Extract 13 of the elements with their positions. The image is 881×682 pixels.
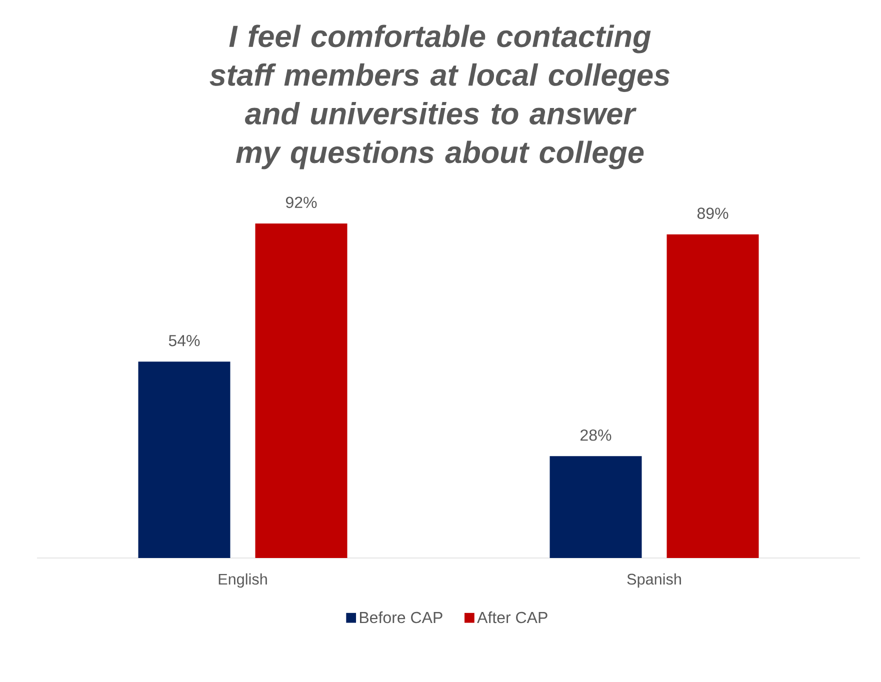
data-label: 28% <box>580 429 612 441</box>
data-label: 92% <box>286 196 317 208</box>
legend-label: Before CAP <box>360 611 442 624</box>
bar <box>138 362 230 558</box>
bar <box>550 456 642 558</box>
bar <box>666 234 759 558</box>
legend-label: After CAP <box>477 611 548 624</box>
data-label: 54% <box>168 334 200 346</box>
data-label: 89% <box>697 208 728 219</box>
chart-title: I feel comfortable contacting staff members at local colleges and universities to answer my questions about college <box>210 24 670 170</box>
bar <box>255 223 348 558</box>
x-tick-label: Spanish <box>627 573 681 588</box>
x-tick-label: English <box>218 573 267 588</box>
